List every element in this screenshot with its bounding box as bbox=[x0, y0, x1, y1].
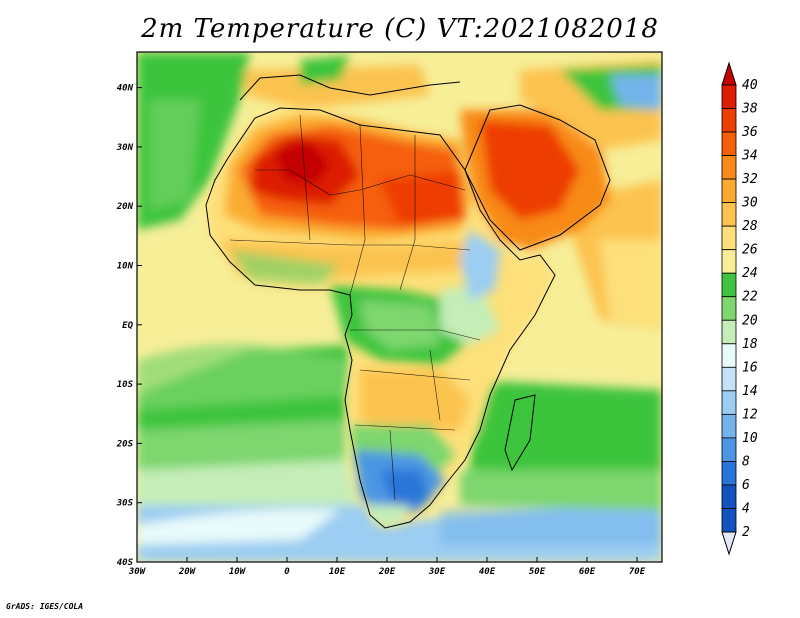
colorbar-label: 36 bbox=[741, 125, 758, 140]
colorbar-swatch bbox=[721, 84, 737, 109]
colorbar-swatch bbox=[721, 272, 737, 298]
colorbar-swatch bbox=[721, 178, 737, 204]
colorbar-label: 12 bbox=[742, 407, 758, 422]
colorbar-label: 32 bbox=[741, 172, 758, 187]
x-tick-label: 60E bbox=[579, 567, 596, 577]
y-tick-label: 10N bbox=[117, 261, 134, 271]
colorbar-label: 18 bbox=[742, 337, 758, 352]
colorbar-swatch bbox=[721, 108, 737, 133]
colorbar-swatch bbox=[721, 319, 737, 345]
colorbar-swatch bbox=[721, 131, 737, 156]
colorbar-label: 4 bbox=[742, 501, 750, 516]
colorbar-swatch bbox=[721, 437, 737, 462]
colorbar-label: 22 bbox=[742, 290, 758, 305]
colorbar: 40 38 36 34 32 30 28 26 24 22 20 18 16 14 12 10 8 6 4 2 bbox=[721, 61, 758, 556]
colorbar-swatch bbox=[721, 202, 737, 227]
colorbar-label: 10 bbox=[742, 431, 758, 446]
map-title: 2m Temperature (C) VT:2021082018 bbox=[141, 14, 659, 44]
colorbar-label: 30 bbox=[741, 196, 758, 211]
y-tick-label: 40N bbox=[117, 84, 134, 94]
colorbar-label: 14 bbox=[742, 384, 758, 399]
colorbar-label: 40 bbox=[742, 78, 758, 93]
colorbar-min-arrow bbox=[721, 531, 737, 556]
colorbar-label: 28 bbox=[742, 219, 758, 234]
temperature-field bbox=[137, 52, 662, 562]
colorbar-label: 26 bbox=[742, 243, 758, 258]
x-tick-label: 30W bbox=[128, 567, 147, 577]
colorbar-swatch bbox=[721, 155, 737, 180]
x-tick-label: 30E bbox=[428, 567, 446, 577]
coastlines bbox=[205, 74, 611, 529]
colorbar-swatch bbox=[721, 461, 737, 486]
y-tick-label: 30N bbox=[116, 143, 134, 153]
colorbar-label: 6 bbox=[742, 478, 750, 493]
colorbar-label: 38 bbox=[741, 102, 758, 117]
colorbar-swatch bbox=[721, 366, 737, 392]
x-tick-label: 20E bbox=[378, 567, 396, 577]
plot-frame bbox=[136, 51, 663, 563]
y-tick-label: 10S bbox=[117, 380, 134, 390]
colorbar-swatch bbox=[721, 390, 737, 415]
x-tick-label: 50E bbox=[529, 567, 546, 577]
y-tick-label: EQ bbox=[122, 321, 133, 331]
colorbar-swatch bbox=[721, 296, 737, 321]
colorbar-swatch bbox=[721, 225, 737, 251]
x-tick-label: 10W bbox=[229, 567, 247, 577]
colorbar-max-arrow bbox=[721, 61, 737, 86]
colorbar-swatch bbox=[721, 249, 737, 274]
colorbar-swatch bbox=[721, 343, 737, 368]
colorbar-label: 2 bbox=[742, 525, 750, 540]
colorbar-label: 24 bbox=[742, 266, 758, 281]
map-axes: 30W 20W 10W 0 10E 20E 30E 40E 50E 60E 70E 40N 30N 20N… bbox=[116, 84, 646, 577]
x-tick-label: 10E bbox=[329, 567, 346, 577]
y-tick-label: 40S bbox=[117, 558, 134, 568]
y-tick-label: 20N bbox=[116, 202, 134, 212]
colorbar-swatch bbox=[721, 413, 737, 439]
y-tick-label: 20S bbox=[116, 439, 134, 449]
grads-credit: GrADS: IGES/COLA bbox=[6, 602, 84, 611]
x-tick-label: 20W bbox=[178, 567, 197, 577]
colorbar-swatch bbox=[721, 484, 737, 509]
x-tick-label: 0 bbox=[284, 567, 290, 577]
x-tick-label: 40E bbox=[479, 567, 496, 577]
colorbar-swatch bbox=[721, 508, 737, 533]
colorbar-label: 16 bbox=[742, 360, 758, 375]
y-tick-label: 30S bbox=[116, 499, 134, 509]
colorbar-label: 8 bbox=[742, 454, 750, 469]
colorbar-label: 34 bbox=[741, 149, 758, 164]
borders bbox=[229, 114, 481, 501]
x-tick-label: 70E bbox=[629, 567, 646, 577]
colorbar-label: 20 bbox=[742, 313, 758, 328]
